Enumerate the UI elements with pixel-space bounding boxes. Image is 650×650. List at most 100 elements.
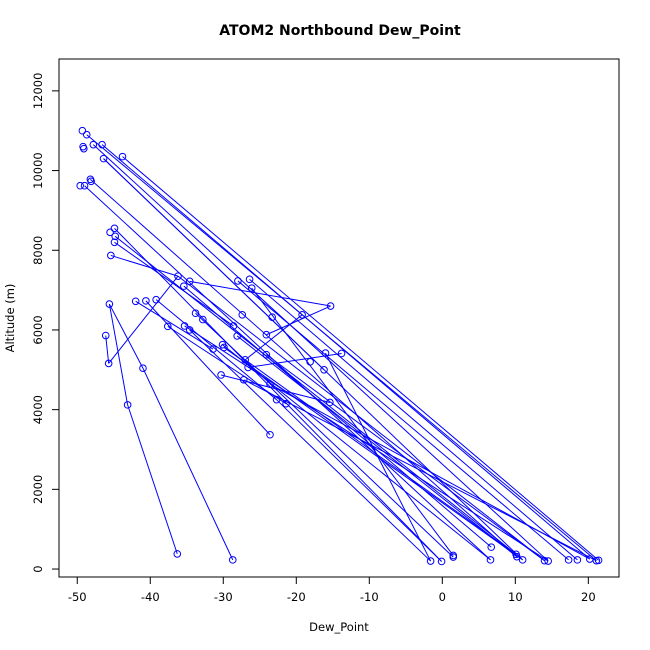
data-point [220,343,228,352]
series-line-segment [142,367,234,561]
series-line-segment [177,275,545,562]
data-point [594,556,603,565]
data-point [110,224,119,233]
data-point [110,238,119,247]
series-line-segment [251,287,454,556]
data-point [80,144,88,153]
data-point [306,358,314,366]
data-point [87,177,95,186]
series-line-segment [189,280,331,307]
plot-area [58,58,620,578]
y-axis-label: Altitude (m) [3,284,17,353]
data-point [245,275,254,284]
data-point [238,311,247,319]
data-point [486,556,495,564]
data-point [247,284,256,292]
x-tick-label: -50 [68,590,87,604]
data-point [241,356,249,364]
data-point [104,359,113,368]
x-tick-label: -10 [360,590,379,604]
data-point [106,228,114,237]
series-line-segment [108,303,129,405]
data-point [191,309,200,318]
y-tick-label: 10000 [31,152,45,189]
data-point [573,556,582,564]
data-point [185,277,194,286]
data-point [266,430,274,439]
y-tick-label: 6000 [31,315,45,344]
series-points [76,126,603,566]
data-point [268,313,276,322]
data-point [152,295,160,304]
series-line-segment [92,144,549,562]
data-point [174,272,182,280]
data-point [487,543,496,551]
y-tick-label: 4000 [31,395,45,424]
data-point [105,300,114,308]
series-line-segment [189,329,431,562]
data-point [101,331,110,340]
series-lines [84,134,599,562]
data-point [107,251,115,260]
data-point [233,332,241,340]
series-line-segment [236,335,518,558]
series-line-segment [114,227,442,562]
y-tick-label: 12000 [31,73,45,110]
data-point [76,181,84,190]
data-point [512,552,521,561]
data-point [239,375,248,384]
data-point [426,557,435,565]
series-line-segment [244,359,517,555]
data-point [111,232,120,241]
series-line-segment [108,303,144,369]
data-point [282,399,290,408]
data-point [229,322,238,330]
series-line-segment [269,383,591,560]
data-point [98,140,106,149]
x-axis-label: Dew_Point [309,620,369,634]
data-point [163,322,172,331]
series-line-segment [114,235,517,555]
data-point [139,364,147,373]
data-point [209,345,217,353]
data-point [180,282,188,290]
x-tick-label: 20 [581,590,596,604]
data-point [321,349,330,357]
data-point [564,556,573,564]
data-point [185,326,194,334]
series-line-segment [195,312,454,558]
data-point [80,181,89,190]
data-point [234,277,242,285]
y-tick-label: 0 [31,565,45,572]
x-tick-label: 10 [508,590,523,604]
data-point [180,322,189,330]
data-point [173,550,182,558]
data-point [123,401,132,409]
series-line-segment [223,347,523,561]
series-line-segment [127,404,178,555]
data-point [89,140,98,149]
series-line-segment [108,275,179,364]
series-line-segment [220,374,330,403]
data-point [228,556,237,564]
data-point [449,553,458,561]
series-line-segment [183,285,492,548]
data-point [544,557,552,565]
data-point [262,330,271,339]
data-point [244,363,252,372]
series-line-segment [110,254,179,277]
series-line-segment [325,352,432,562]
data-point [118,152,127,161]
series-line-segment [184,325,549,562]
data-point [99,154,108,163]
series-line-segment [222,344,491,561]
series-line-segment [103,158,325,371]
data-point [518,556,527,564]
series-line-segment [105,335,110,364]
y-tick-label: 2000 [31,475,45,504]
data-point [199,315,207,324]
series-line-segment [90,178,518,558]
data-point [320,366,328,374]
x-tick-label: 0 [439,590,446,604]
data-point [272,395,281,404]
